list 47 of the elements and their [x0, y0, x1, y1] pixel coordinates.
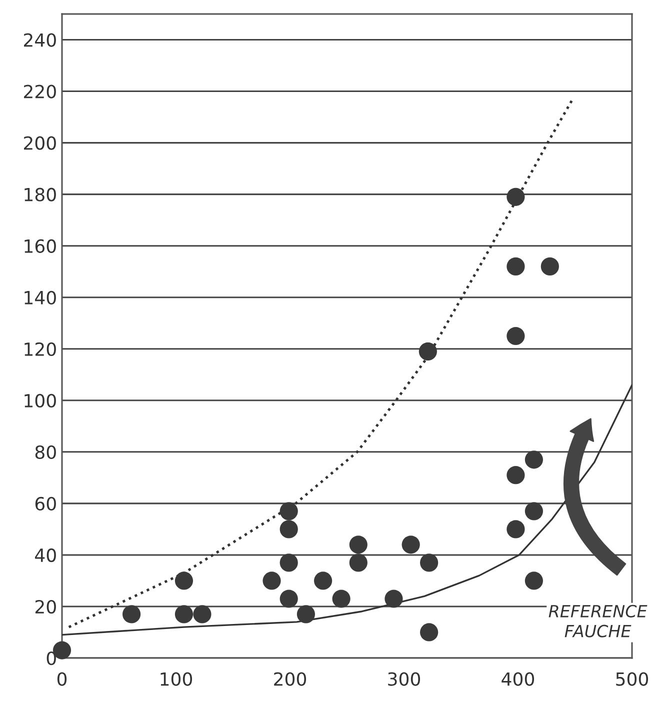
annotation: REFERENCE FAUCHE: [548, 604, 648, 638]
x-tick-label: 200: [274, 672, 306, 686]
point: [174, 572, 194, 590]
point: [349, 554, 368, 572]
point: [193, 605, 212, 624]
point: [174, 605, 194, 624]
point: [280, 520, 298, 538]
point: [332, 590, 350, 608]
y-tick-label: 100: [24, 394, 56, 408]
y-tick-label: 200: [24, 136, 56, 150]
point: [524, 572, 544, 590]
x-tick-label: 100: [160, 672, 192, 686]
point: [296, 605, 316, 624]
point: [349, 536, 368, 554]
point: [540, 257, 559, 276]
y-tick-label: 180: [24, 188, 56, 202]
point: [420, 623, 438, 642]
y-tick-label: 80: [35, 445, 56, 460]
x-tick-label: 500: [616, 672, 648, 686]
point: [122, 605, 141, 624]
point: [262, 572, 281, 590]
point: [506, 520, 525, 538]
point: [506, 466, 525, 484]
x-tick-label: 400: [502, 672, 534, 686]
point: [280, 554, 298, 572]
y-tick-label: 60: [35, 496, 56, 511]
point: [524, 502, 544, 520]
x-tick-label: 0: [57, 672, 67, 686]
y-tick-label: 160: [24, 239, 56, 253]
y-tick-label: 20: [35, 600, 56, 614]
point: [506, 257, 525, 276]
point: [420, 554, 438, 572]
point: [524, 450, 544, 469]
point: [280, 590, 298, 608]
point: [384, 590, 403, 608]
y-tick-label: 220: [24, 84, 56, 98]
x-tick-label: 300: [388, 672, 420, 686]
y-tick-label: 40: [35, 548, 56, 562]
y-tick-label: 140: [24, 290, 56, 304]
point: [506, 326, 525, 346]
y-tick-label: 120: [24, 342, 56, 356]
point: [506, 188, 525, 206]
y-tick-label: 240: [24, 33, 56, 47]
point: [418, 342, 437, 361]
point: [280, 502, 298, 520]
point: [314, 572, 332, 590]
point: [402, 536, 420, 554]
